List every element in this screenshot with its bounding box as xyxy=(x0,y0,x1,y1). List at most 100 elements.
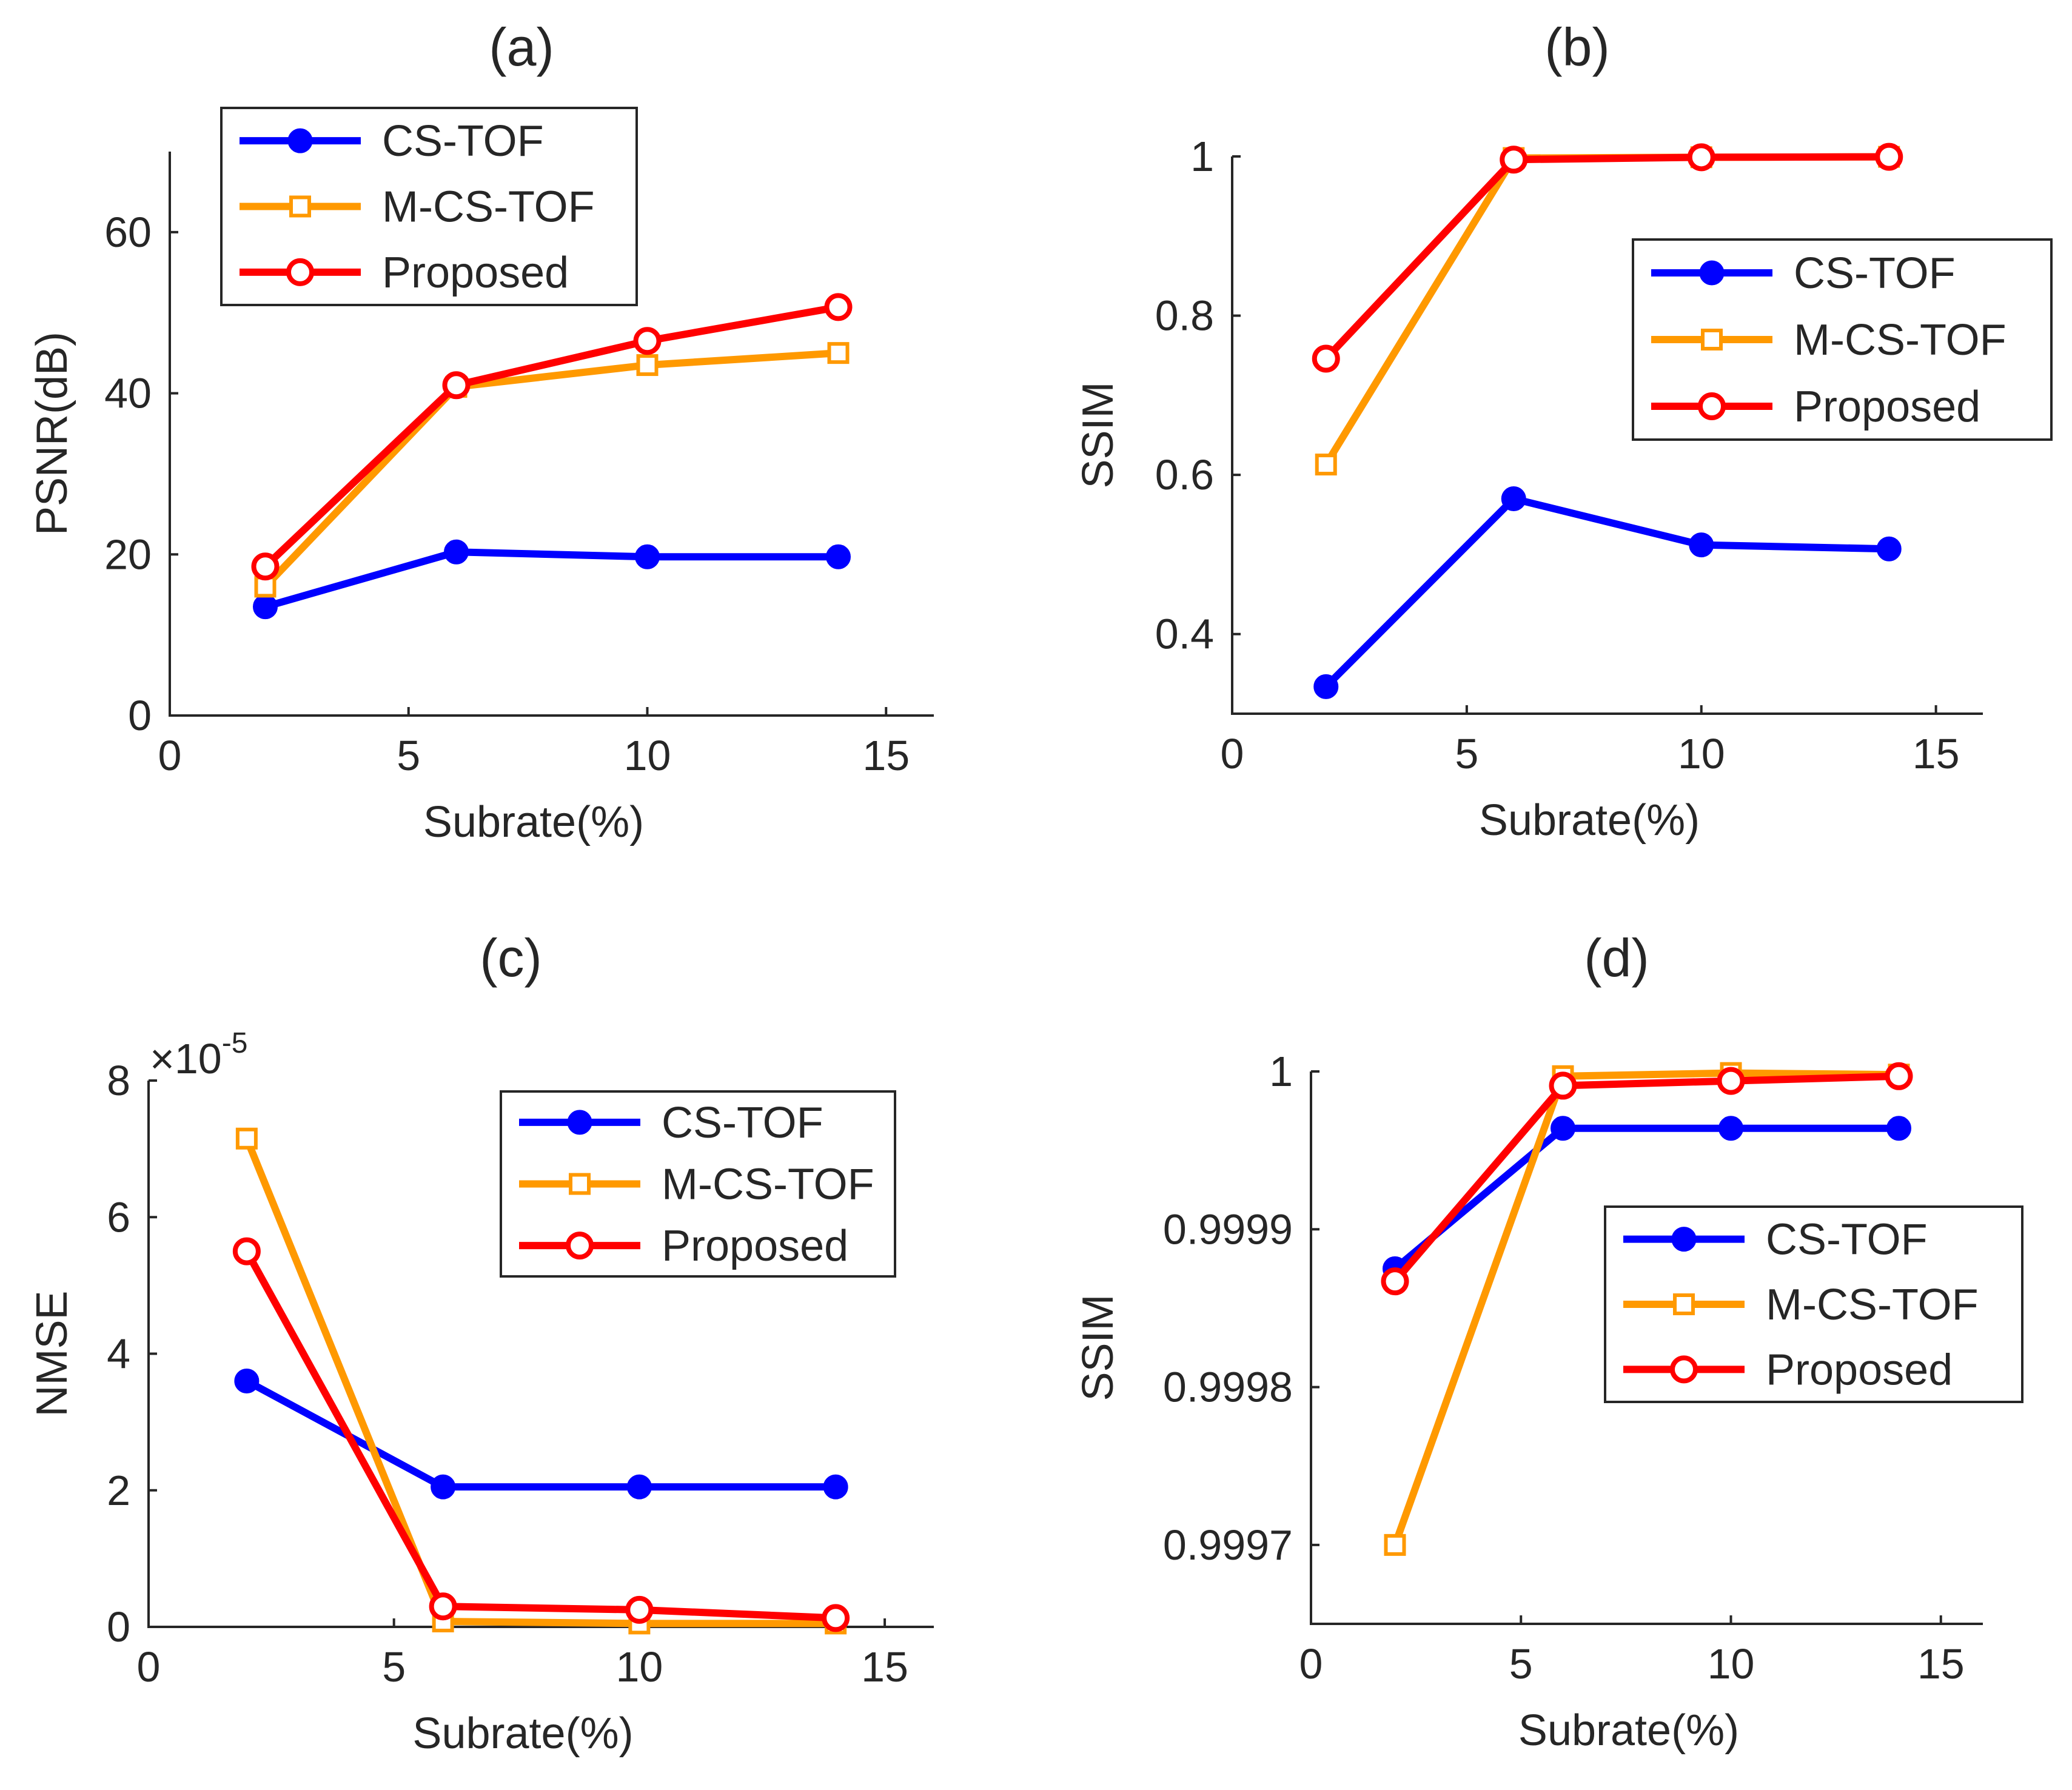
chart-3-series-line xyxy=(243,1249,836,1622)
chart-2: 0 5 10 15 0.4 0.6 0.8 1 (b) Subrate(%) SSIM CS-TOF M… xyxy=(1074,17,2053,845)
chart-2-xtick-label: 0 xyxy=(1221,730,1244,777)
chart-3-series-proposed xyxy=(232,1237,850,1632)
chart-4-ylabel: SSIM xyxy=(1074,1294,1122,1401)
chart-4-data-point xyxy=(1885,1062,1913,1090)
chart-3-series-line xyxy=(245,1378,836,1491)
chart-1-data-point xyxy=(444,539,469,565)
chart-2-ytick-label: 1 xyxy=(1190,133,1214,180)
chart-2-xtick-label: 15 xyxy=(1913,730,1960,777)
chart-1-data-point xyxy=(253,594,278,620)
chart-2-series-cs-tof xyxy=(1313,486,1902,699)
chart-2-legend-label: M-CS-TOF xyxy=(1794,316,2007,364)
chart-4-ytick-label: 0.9998 xyxy=(1163,1364,1293,1411)
chart-2-data-point xyxy=(1312,344,1340,373)
chart-4-series-line xyxy=(1392,1072,1899,1284)
chart-4-legend-label: CS-TOF xyxy=(1766,1216,1928,1264)
chart-3-data-point xyxy=(232,1237,261,1265)
chart-4-data-point xyxy=(1551,1116,1575,1141)
chart-1-xtick-label: 5 xyxy=(397,732,420,779)
chart-1-data-point xyxy=(824,293,853,321)
chart-3-series-cs-tof xyxy=(234,1369,848,1500)
chart-4-data-point xyxy=(1384,1534,1406,1556)
chart-1: 0 5 10 15 0 20 40 60 (a) Subrate(%) PSNR(dB) CS-TOF… xyxy=(28,17,934,846)
chart-4-ytick-label: 0.9997 xyxy=(1163,1521,1293,1569)
chart-3-legend-label: Proposed xyxy=(662,1222,848,1270)
chart-4-legend-label: Proposed xyxy=(1766,1346,1953,1394)
chart-3-ytick-label: 0 xyxy=(107,1603,130,1651)
chart-3-xtick-label: 0 xyxy=(137,1643,161,1691)
chart-2-series-line xyxy=(1323,495,1889,689)
chart-1-series-line xyxy=(263,349,839,589)
chart-2-data-point xyxy=(1313,674,1339,699)
chart-4-legend-marker xyxy=(1670,1355,1698,1384)
chart-4-xtick-label: 10 xyxy=(1708,1640,1755,1688)
chart-1-data-point xyxy=(251,552,280,581)
chart-1-ytick-label: 20 xyxy=(104,531,152,578)
chart-4-xlabel: Subrate(%) xyxy=(1518,1706,1739,1755)
chart-3-data-point xyxy=(431,1474,456,1500)
chart-1-xtick-label: 10 xyxy=(624,732,671,779)
chart-3-exponent-power: -5 xyxy=(222,1027,248,1059)
chart-3-ylabel: NMSE xyxy=(28,1290,76,1416)
chart-1-data-point xyxy=(636,354,659,377)
chart-4-ytick-label: 1 xyxy=(1269,1048,1293,1095)
chart-1-series-line xyxy=(263,303,839,569)
chart-2-data-point xyxy=(1501,486,1526,512)
chart-1-title: (a) xyxy=(489,17,554,77)
chart-3-data-point xyxy=(625,1595,654,1624)
chart-4-xtick-label: 0 xyxy=(1299,1640,1323,1688)
chart-2-ytick-label: 0.4 xyxy=(1155,611,1214,658)
chart-2-legend: CS-TOF M-CS-TOF Proposed xyxy=(1632,238,2053,441)
chart-2-ylabel: SSIM xyxy=(1074,381,1122,488)
chart-3-legend-marker xyxy=(569,1173,591,1195)
chart-3-data-point xyxy=(823,1474,848,1500)
chart-3-legend: CS-TOF M-CS-TOF Proposed xyxy=(500,1090,896,1278)
chart-1-ytick-label: 60 xyxy=(104,209,152,256)
chart-3-ytick-label: 8 xyxy=(107,1057,130,1104)
chart-2-data-point xyxy=(1315,454,1337,476)
chart-2-data-point xyxy=(1875,142,1903,171)
chart-1-xtick-label: 0 xyxy=(158,732,182,779)
chart-2-data-point xyxy=(1876,536,1902,561)
chart-4-data-point xyxy=(1886,1116,1911,1141)
chart-1-ytick-label: 40 xyxy=(104,370,152,417)
chart-3-data-point xyxy=(626,1474,652,1500)
chart-3-ytick-label: 6 xyxy=(107,1193,130,1241)
chart-1-series-line xyxy=(264,548,839,611)
chart-3-data-point xyxy=(234,1369,260,1394)
chart-1-data-point xyxy=(633,327,662,355)
chart-1-legend-label: CS-TOF xyxy=(382,117,544,166)
chart-1-xtick-label: 15 xyxy=(862,732,910,779)
chart-3-xtick-label: 10 xyxy=(615,1643,663,1691)
chart-2-legend-label: Proposed xyxy=(1794,383,1980,431)
chart-4-legend-marker xyxy=(1673,1293,1695,1315)
chart-4-series-line xyxy=(1392,1124,1899,1272)
chart-4-legend-label: M-CS-TOF xyxy=(1766,1281,1979,1329)
chart-1-series-cs-tof xyxy=(253,539,851,620)
chart-2-xlabel: Subrate(%) xyxy=(1479,796,1700,845)
chart-3-title: (c) xyxy=(480,928,542,988)
chart-1-data-point xyxy=(826,544,851,569)
chart-2-legend-marker xyxy=(1698,392,1726,420)
chart-1-ytick-label: 0 xyxy=(128,692,152,739)
chart-3-legend-marker xyxy=(566,1232,594,1260)
chart-4-data-point xyxy=(1718,1116,1743,1141)
chart-1-legend-label: M-CS-TOF xyxy=(382,183,595,232)
chart-4-xtick-label: 5 xyxy=(1509,1640,1533,1688)
chart-3-legend-label: M-CS-TOF xyxy=(662,1161,874,1209)
chart-2-title: (b) xyxy=(1544,17,1610,77)
chart-3-data-point xyxy=(235,1127,258,1150)
chart-4-data-point xyxy=(1381,1267,1409,1296)
chart-1-legend: CS-TOF M-CS-TOF Proposed xyxy=(220,107,638,306)
chart-3-exponent-label: ×10-5 xyxy=(150,1027,247,1082)
chart-3: 0 5 10 15 0 2 4 6 8 (c) Subrate(%) NMSE ×10-5 CS-TOF M… xyxy=(28,928,934,1758)
chart-4-xtick-label: 15 xyxy=(1917,1640,1965,1688)
chart-3-data-point xyxy=(429,1592,457,1621)
chart-1-ylabel: PSNR(dB) xyxy=(28,332,76,535)
chart-2-xtick-label: 5 xyxy=(1455,730,1478,777)
chart-3-ytick-label: 2 xyxy=(107,1467,130,1514)
chart-3-data-point xyxy=(822,1604,850,1632)
chart-1-series-proposed xyxy=(251,293,853,581)
chart-2-xtick-label: 10 xyxy=(1678,730,1725,777)
